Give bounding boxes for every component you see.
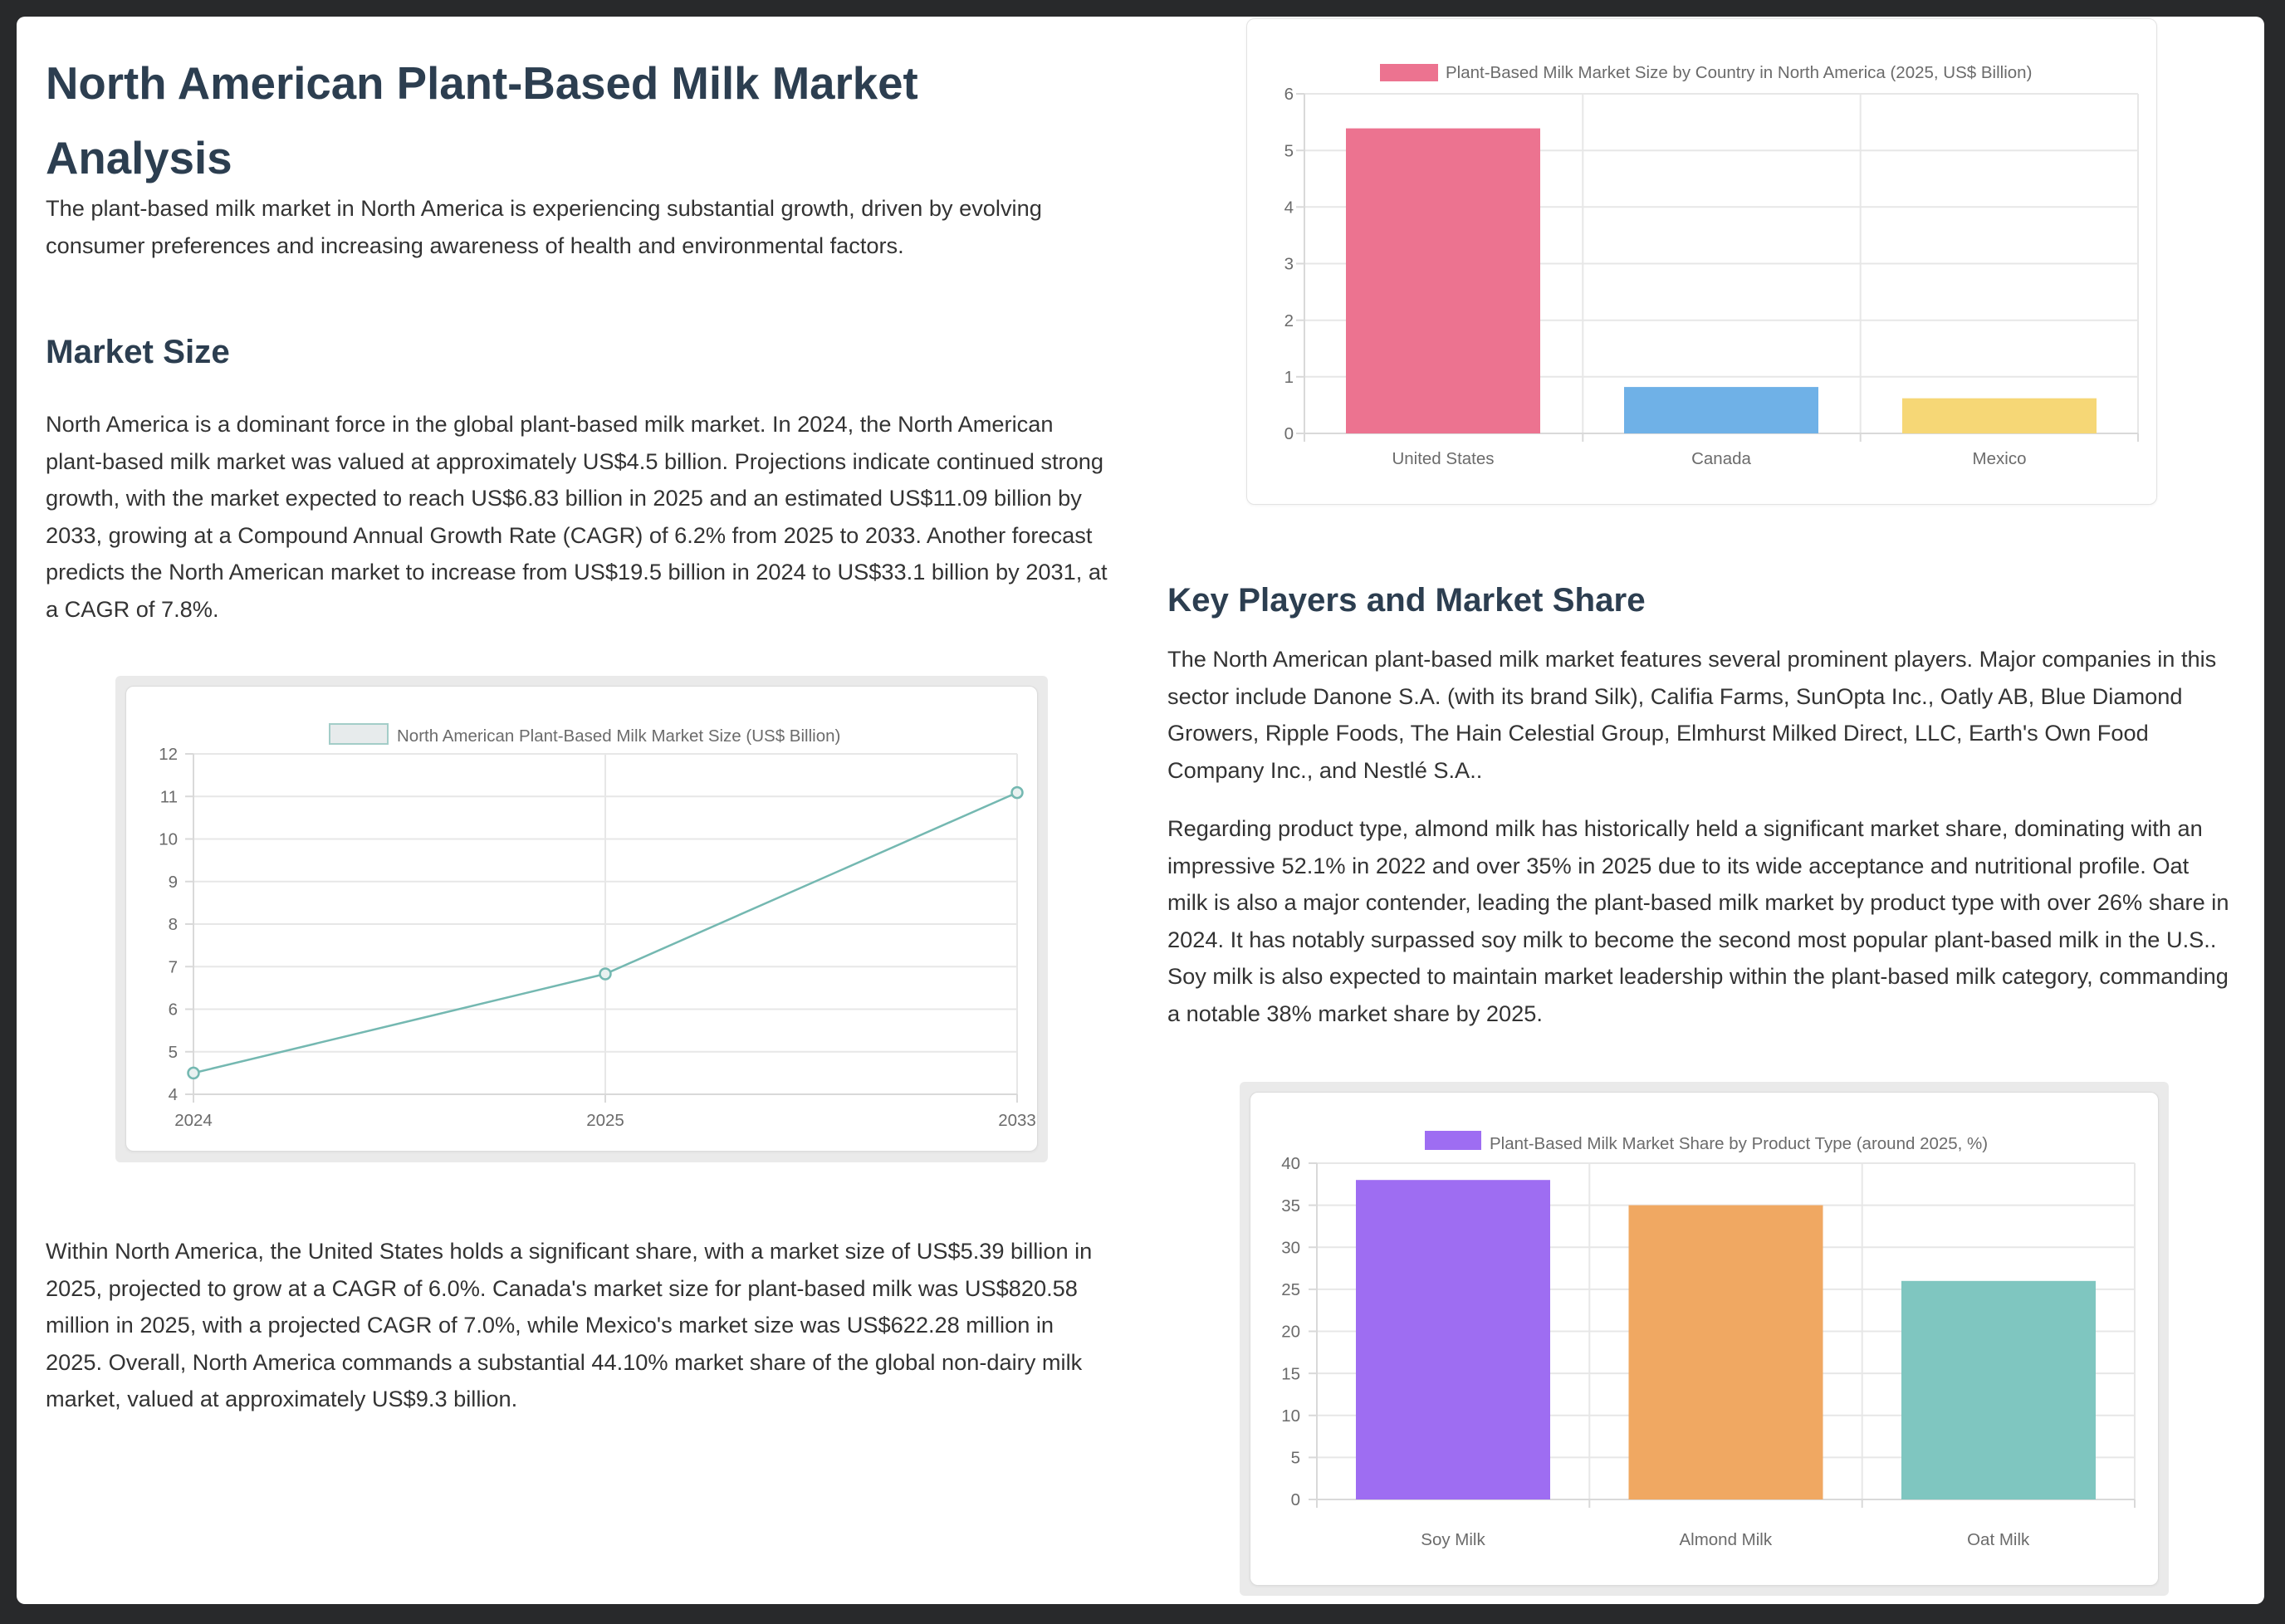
svg-text:4: 4 <box>169 1085 178 1104</box>
svg-text:6: 6 <box>169 1000 178 1020</box>
svg-text:Soy Milk: Soy Milk <box>1421 1530 1485 1549</box>
svg-text:10: 10 <box>159 830 178 849</box>
svg-text:2: 2 <box>1284 311 1294 330</box>
svg-text:North American Plant-Based Mil: North American Plant-Based Milk Market S… <box>397 726 840 746</box>
svg-text:Plant-Based Milk Market Size b: Plant-Based Milk Market Size by Country … <box>1446 63 2032 82</box>
svg-text:4: 4 <box>1284 198 1294 218</box>
svg-text:7: 7 <box>169 957 178 976</box>
svg-text:3: 3 <box>1284 255 1294 274</box>
svg-text:15: 15 <box>1281 1364 1300 1383</box>
svg-text:10: 10 <box>1281 1406 1300 1426</box>
svg-text:Oat Milk: Oat Milk <box>1967 1530 2030 1549</box>
svg-text:2024: 2024 <box>174 1111 213 1130</box>
svg-text:0: 0 <box>1291 1490 1300 1509</box>
svg-text:11: 11 <box>160 787 178 806</box>
svg-text:Mexico: Mexico <box>1973 449 2027 468</box>
svg-text:35: 35 <box>1281 1196 1300 1216</box>
svg-text:5: 5 <box>169 1043 178 1062</box>
svg-text:5: 5 <box>1284 141 1294 160</box>
svg-text:United States: United States <box>1392 449 1494 468</box>
svg-text:Canada: Canada <box>1691 449 1751 468</box>
svg-text:1: 1 <box>1284 368 1294 387</box>
svg-text:5: 5 <box>1291 1449 1300 1468</box>
svg-text:Plant-Based Milk Market Share: Plant-Based Milk Market Share by Product… <box>1490 1134 1988 1153</box>
svg-text:0: 0 <box>1284 424 1294 443</box>
svg-text:25: 25 <box>1281 1280 1300 1299</box>
svg-text:6: 6 <box>1284 85 1294 104</box>
svg-text:2025: 2025 <box>586 1111 624 1130</box>
svg-text:2033: 2033 <box>998 1111 1036 1130</box>
svg-text:8: 8 <box>169 915 178 934</box>
svg-text:30: 30 <box>1281 1238 1300 1257</box>
svg-text:9: 9 <box>169 873 178 892</box>
svg-text:20: 20 <box>1281 1323 1300 1342</box>
svg-text:40: 40 <box>1281 1154 1300 1173</box>
svg-text:Almond Milk: Almond Milk <box>1679 1530 1772 1549</box>
svg-text:12: 12 <box>159 745 178 764</box>
